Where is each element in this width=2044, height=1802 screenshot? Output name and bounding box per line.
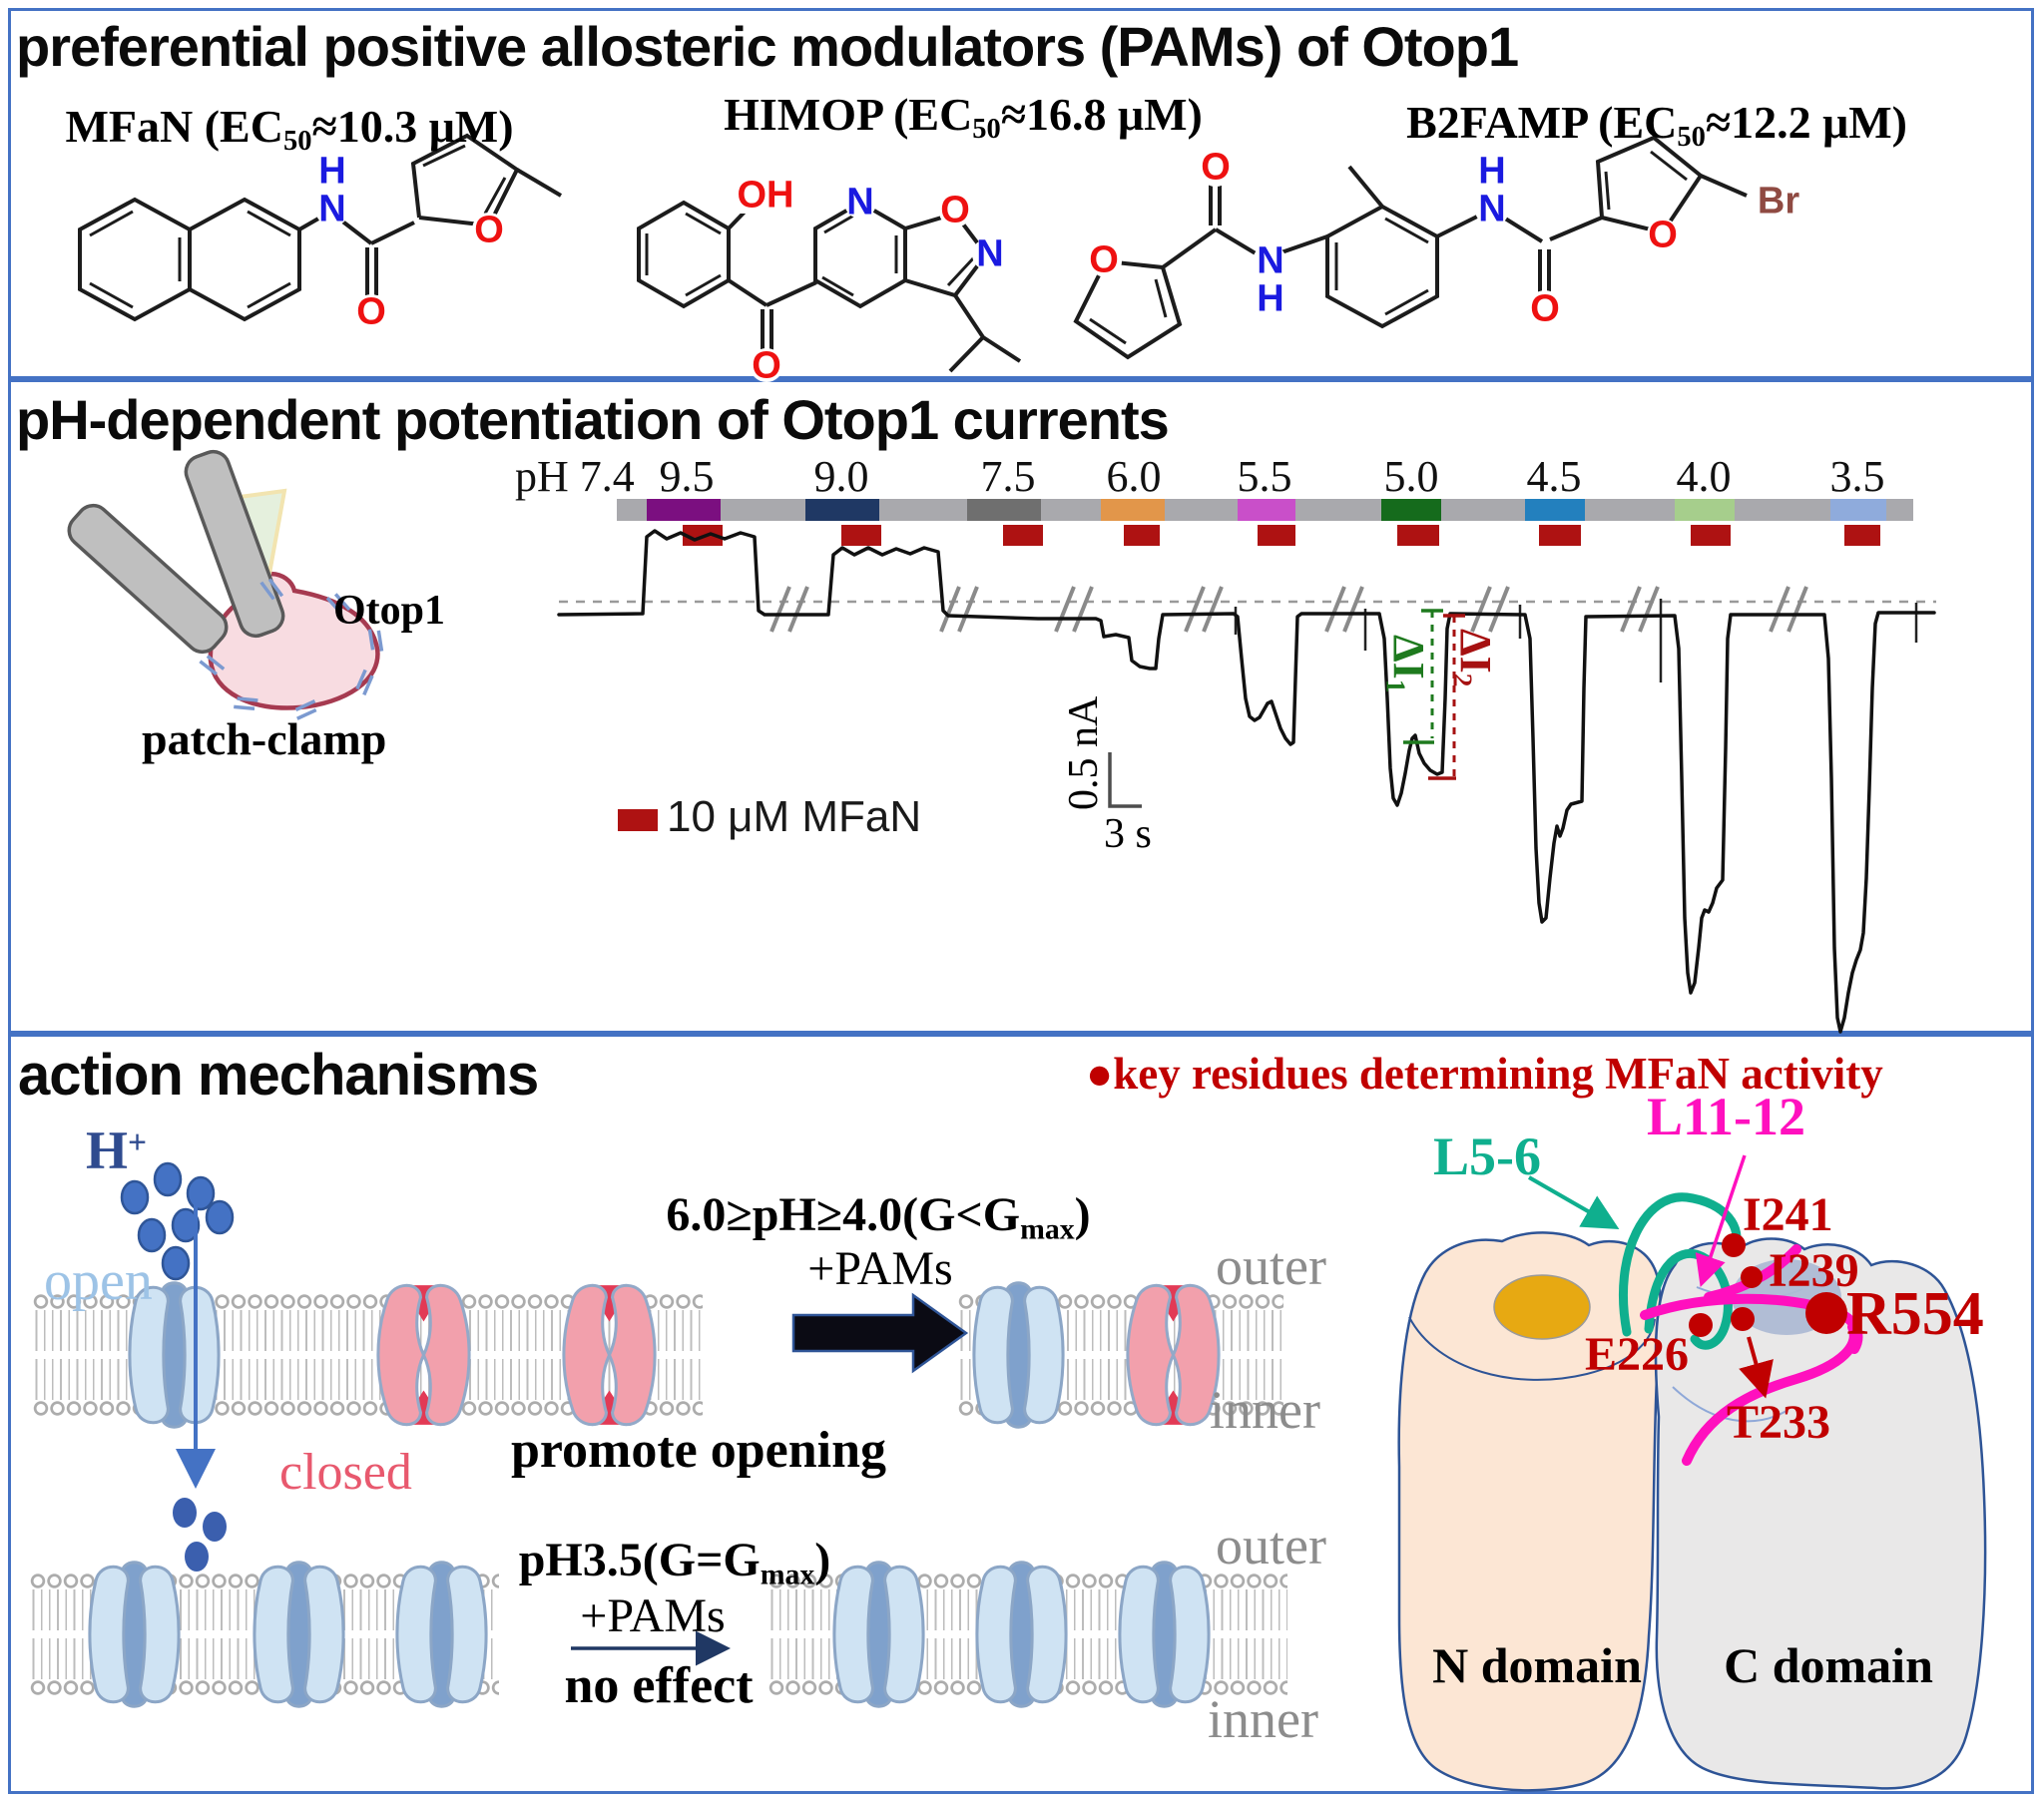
proton-cluster	[120, 1161, 235, 1281]
channel-closed-3	[1126, 1283, 1221, 1427]
ph-seg-9.5	[647, 499, 721, 521]
patch-clamp-cartoon	[67, 449, 384, 720]
scale-bar	[1108, 752, 1142, 808]
ph-seg-9.0	[805, 499, 879, 521]
l11-12-pointer	[1695, 1154, 1747, 1287]
mfan-pulse-8	[1691, 525, 1731, 546]
mfan-pulse-7	[1539, 525, 1581, 546]
mfan-pulse-3	[1003, 525, 1043, 546]
mfan-pulse-4	[1124, 525, 1160, 546]
mfan-structure	[78, 133, 563, 328]
ph-seg-6.0	[1101, 499, 1165, 521]
ph-seg-4.5	[1525, 499, 1585, 521]
b2famp-structure	[1073, 135, 1748, 360]
nucleus-ellipse	[1493, 1274, 1591, 1340]
channel-open-6	[832, 1561, 925, 1708]
mfan-pulse-2	[841, 525, 881, 546]
loop-l11-12-s	[1682, 1322, 1859, 1466]
loop-l5-6-outer	[1619, 1192, 1742, 1337]
channel-open-1	[128, 1281, 221, 1429]
channel-open-7	[975, 1561, 1068, 1708]
channel-open-8	[1118, 1561, 1211, 1708]
otop1-domain-cartoon	[1397, 1154, 1987, 1792]
channel-open-5	[395, 1561, 488, 1708]
mfan-pulse-5	[1258, 525, 1295, 546]
ph-seg-5.0	[1381, 499, 1441, 521]
current-trace-plot	[557, 529, 1936, 1034]
mfan-pulse-6	[1397, 525, 1439, 546]
channel-open-4	[253, 1561, 345, 1708]
mfan-pulse-9	[1844, 525, 1880, 546]
channel-open-3	[88, 1561, 181, 1708]
delta-i2-measure	[1428, 614, 1465, 780]
t233-pointer	[1739, 1336, 1774, 1399]
axis-break-marks	[769, 586, 1808, 633]
l5-6-pointer	[1528, 1175, 1620, 1229]
channel-closed-1	[376, 1283, 471, 1427]
key-residue-dots	[1689, 1233, 1847, 1337]
ph-seg-5.5	[1238, 499, 1295, 521]
himop-structure	[637, 180, 1022, 382]
channel-closed-2	[562, 1283, 657, 1427]
n-domain-fold	[1408, 1316, 1656, 1381]
panel-currents	[8, 379, 2034, 1034]
stimulus-ticks	[1234, 599, 1918, 682]
ph-seg-7.5	[967, 499, 1041, 521]
promote-opening-arrow	[791, 1292, 969, 1374]
proton-flux-arrow	[173, 1193, 227, 1572]
ph-seg-4.0	[1675, 499, 1735, 521]
otop1-current-trace	[557, 529, 1936, 1034]
channel-open-2	[972, 1281, 1065, 1429]
delta-i1-measure	[1403, 609, 1443, 744]
legend-mfan-swatch	[618, 809, 658, 831]
ph-seg-3.5	[1830, 499, 1886, 521]
panel-pams	[8, 8, 2034, 379]
